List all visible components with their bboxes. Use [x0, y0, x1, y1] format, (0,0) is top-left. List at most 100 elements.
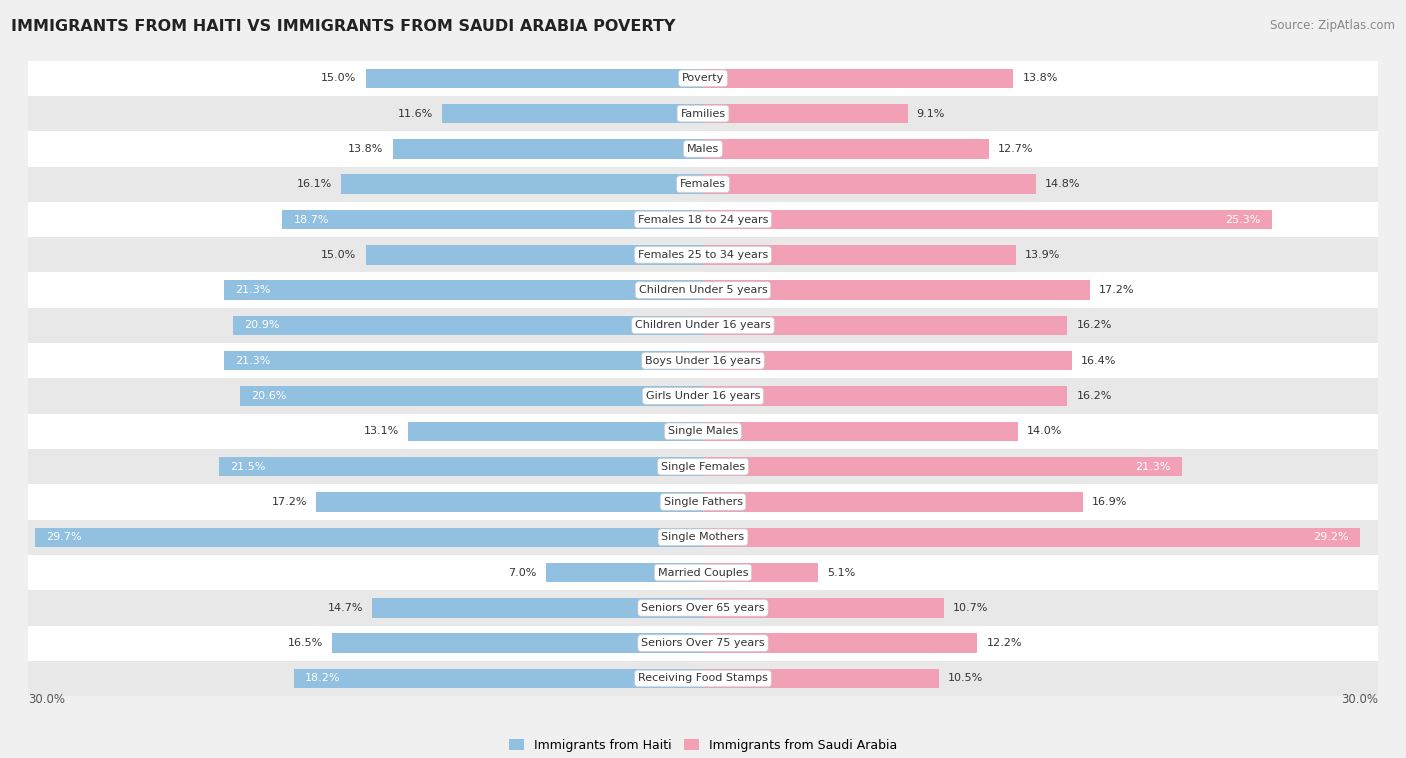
Bar [224, 280, 703, 300]
Text: 13.8%: 13.8% [349, 144, 384, 154]
Bar [703, 421, 1018, 441]
Text: 16.5%: 16.5% [288, 638, 323, 648]
Bar [28, 96, 1378, 131]
Text: 16.2%: 16.2% [1077, 391, 1112, 401]
Bar [340, 174, 703, 194]
Bar [294, 669, 703, 688]
Bar [28, 343, 1378, 378]
Text: 30.0%: 30.0% [1341, 693, 1378, 706]
Bar [28, 61, 1378, 96]
Bar [703, 280, 1090, 300]
Bar [28, 237, 1378, 272]
Text: 11.6%: 11.6% [398, 108, 433, 118]
Text: 25.3%: 25.3% [1226, 215, 1261, 224]
Bar [28, 449, 1378, 484]
Bar [28, 167, 1378, 202]
Bar [703, 387, 1067, 406]
Text: 21.3%: 21.3% [235, 356, 270, 365]
Bar [28, 590, 1378, 625]
Bar [703, 245, 1015, 265]
Text: 15.0%: 15.0% [322, 250, 357, 260]
Text: 17.2%: 17.2% [1099, 285, 1135, 295]
Bar [28, 625, 1378, 661]
Text: Single Males: Single Males [668, 426, 738, 437]
Text: Children Under 5 years: Children Under 5 years [638, 285, 768, 295]
Bar [392, 139, 703, 158]
Bar [28, 414, 1378, 449]
Bar [703, 528, 1360, 547]
Text: IMMIGRANTS FROM HAITI VS IMMIGRANTS FROM SAUDI ARABIA POVERTY: IMMIGRANTS FROM HAITI VS IMMIGRANTS FROM… [11, 19, 676, 34]
Text: 13.1%: 13.1% [364, 426, 399, 437]
Bar [703, 104, 908, 124]
Text: 16.1%: 16.1% [297, 179, 332, 190]
Text: Single Mothers: Single Mothers [661, 532, 745, 542]
Text: 21.5%: 21.5% [231, 462, 266, 471]
Text: Source: ZipAtlas.com: Source: ZipAtlas.com [1270, 19, 1395, 32]
Text: 14.7%: 14.7% [328, 603, 363, 613]
Bar [703, 316, 1067, 335]
Text: 16.9%: 16.9% [1092, 497, 1128, 507]
Text: Children Under 16 years: Children Under 16 years [636, 321, 770, 330]
Text: 14.8%: 14.8% [1045, 179, 1080, 190]
Bar [703, 139, 988, 158]
Text: Males: Males [688, 144, 718, 154]
Bar [28, 272, 1378, 308]
Text: Single Females: Single Females [661, 462, 745, 471]
Text: Seniors Over 75 years: Seniors Over 75 years [641, 638, 765, 648]
Text: 10.5%: 10.5% [948, 673, 983, 684]
Bar [373, 598, 703, 618]
Text: 12.2%: 12.2% [987, 638, 1022, 648]
Bar [28, 308, 1378, 343]
Bar [233, 316, 703, 335]
Text: 21.3%: 21.3% [1136, 462, 1171, 471]
Bar [316, 492, 703, 512]
Bar [703, 634, 977, 653]
Bar [28, 555, 1378, 590]
Bar [28, 378, 1378, 414]
Text: Seniors Over 65 years: Seniors Over 65 years [641, 603, 765, 613]
Text: Females 25 to 34 years: Females 25 to 34 years [638, 250, 768, 260]
Bar [28, 519, 1378, 555]
Text: 13.9%: 13.9% [1025, 250, 1060, 260]
Bar [239, 387, 703, 406]
Text: Receiving Food Stamps: Receiving Food Stamps [638, 673, 768, 684]
Bar [546, 563, 703, 582]
Text: Girls Under 16 years: Girls Under 16 years [645, 391, 761, 401]
Bar [35, 528, 703, 547]
Text: 9.1%: 9.1% [917, 108, 945, 118]
Text: 7.0%: 7.0% [508, 568, 537, 578]
Text: Females 18 to 24 years: Females 18 to 24 years [638, 215, 768, 224]
Bar [366, 68, 703, 88]
Bar [703, 563, 818, 582]
Bar [703, 457, 1182, 476]
Text: Single Fathers: Single Fathers [664, 497, 742, 507]
Bar [28, 202, 1378, 237]
Text: Poverty: Poverty [682, 74, 724, 83]
Text: 20.6%: 20.6% [250, 391, 287, 401]
Text: Boys Under 16 years: Boys Under 16 years [645, 356, 761, 365]
Bar [28, 661, 1378, 696]
Legend: Immigrants from Haiti, Immigrants from Saudi Arabia: Immigrants from Haiti, Immigrants from S… [503, 734, 903, 756]
Text: 16.4%: 16.4% [1081, 356, 1116, 365]
Text: 15.0%: 15.0% [322, 74, 357, 83]
Bar [703, 68, 1014, 88]
Bar [332, 634, 703, 653]
Text: Married Couples: Married Couples [658, 568, 748, 578]
Text: 29.7%: 29.7% [46, 532, 82, 542]
Bar [219, 457, 703, 476]
Bar [703, 492, 1083, 512]
Text: 13.8%: 13.8% [1022, 74, 1057, 83]
Bar [703, 351, 1071, 371]
Bar [703, 669, 939, 688]
Text: Families: Families [681, 108, 725, 118]
Bar [28, 484, 1378, 519]
Text: 17.2%: 17.2% [271, 497, 307, 507]
Text: 10.7%: 10.7% [953, 603, 988, 613]
Bar [224, 351, 703, 371]
Text: 30.0%: 30.0% [28, 693, 65, 706]
Bar [441, 104, 703, 124]
Bar [703, 598, 943, 618]
Text: 12.7%: 12.7% [998, 144, 1033, 154]
Text: 18.2%: 18.2% [305, 673, 340, 684]
Text: 21.3%: 21.3% [235, 285, 270, 295]
